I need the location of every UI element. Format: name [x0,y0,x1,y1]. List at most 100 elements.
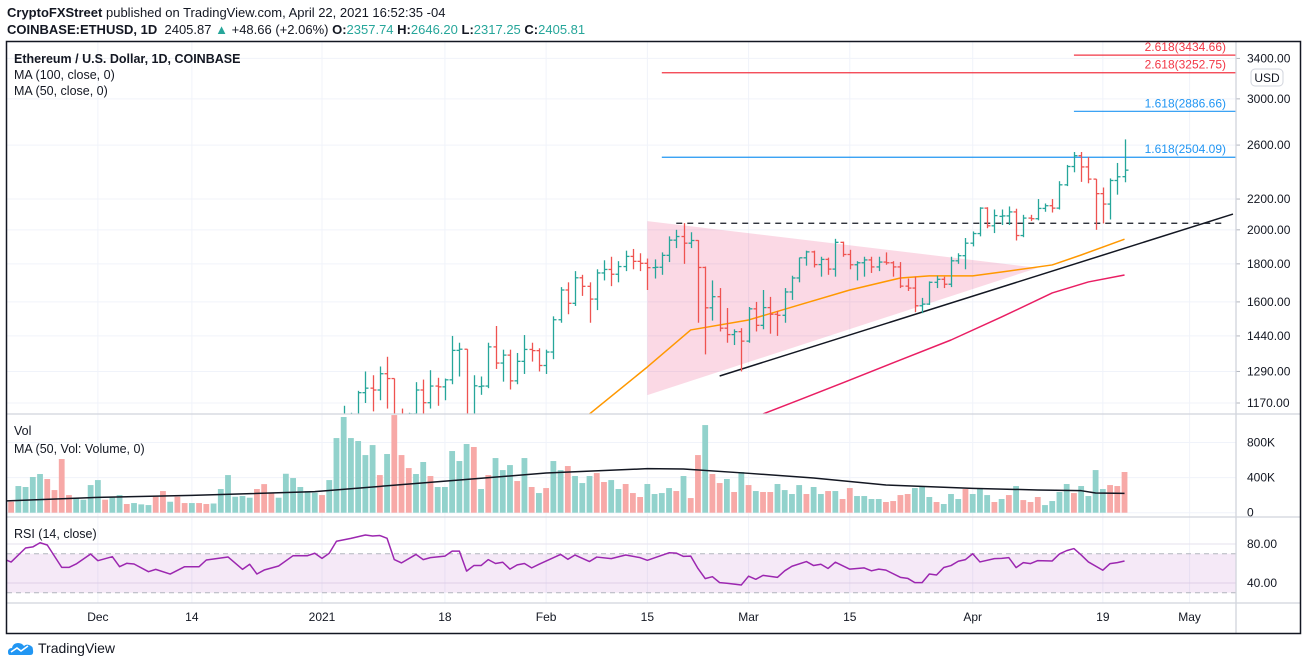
ma100-line [762,274,1125,414]
ohlc-bar [1107,178,1114,220]
ohlc-bar [442,378,449,401]
ohlc-bar [861,256,868,277]
volume-bar [87,485,94,513]
publisher-name[interactable]: CryptoFXStreet [7,5,103,20]
fib-level-label: 2.618(3434.66) [1145,40,1226,54]
volume-bar [261,484,268,513]
rsi-pane[interactable] [4,534,1236,594]
volume-bar [897,495,904,513]
volume-bar [601,481,607,513]
rsi-band [7,553,1236,593]
volume-bar [948,494,954,513]
ohlc-bar [507,349,514,390]
chart-border [5,40,1302,635]
volume-bar [1005,495,1012,513]
ohlc-bar [401,408,404,414]
volume-bar [384,454,390,513]
volume-bar [767,491,774,513]
support-trendline [719,213,1234,377]
volume-bar [275,497,282,513]
rsi-tick-label: 40.00 [1247,576,1277,590]
volume-bar [123,504,130,513]
ohlc-bar [941,276,948,289]
price-tick-label: 2000.00 [1247,223,1291,237]
ohlc-bar [738,328,745,372]
volume-bar [991,501,998,513]
ohlc-bar [854,261,861,281]
ohlc-bar [572,271,579,306]
chart-frame [5,40,1302,635]
legend-ma100[interactable]: MA (100, close, 0) [14,68,115,82]
ohlc-bar [803,250,810,266]
ohlc-bar [630,248,637,270]
volume-bar [868,499,875,513]
volume-bar [1020,500,1027,513]
ohlc-bar [485,342,492,389]
volume-bar [319,495,325,513]
ohlc-bar [500,349,507,382]
volume-bar [1099,489,1106,513]
volume-bar [239,496,246,513]
volume-pane[interactable] [1,415,1128,513]
volume-bar [405,468,412,513]
volume-bar [593,473,600,513]
ohlc-bar [818,256,825,277]
volume-bar [66,495,72,513]
price-tick-label: 2200.00 [1247,192,1291,206]
ohlc-bar [464,348,469,414]
ohlc-bar [753,301,760,332]
ohlc-bar [659,252,666,275]
ohlc-bar [970,231,977,247]
price-tick-label: 1440.00 [1247,329,1291,343]
ohlc-bar [1013,208,1020,241]
high-value: 2646.20 [410,22,458,37]
low-label: L: [461,22,474,37]
volume-bar [1121,471,1128,513]
price-tick-label: 3000.00 [1247,92,1291,106]
volume-bar [723,479,730,513]
volume-bar [514,481,521,513]
volume-bar [731,491,738,513]
volume-bar [832,491,839,513]
volume-bar [774,484,781,513]
volume-bar [188,503,195,513]
volume-bar [44,479,51,513]
ohlc-bar [391,377,396,414]
price-tick-label: 1800.00 [1247,257,1291,271]
volume-bar [232,496,239,513]
ohlc-bar [1093,178,1100,230]
time-tick-label: May [1178,610,1201,624]
volume-bar [362,455,369,513]
ohlc-bar [579,274,586,296]
ohlc-bar [478,376,485,395]
volume-bar [709,474,716,513]
legend-ma50[interactable]: MA (50, close, 0) [14,84,108,98]
ohlc-bar [717,288,724,332]
time-tick-label: Apr [963,610,982,624]
gridlines [7,42,1236,603]
legend-rsi[interactable]: RSI (14, close) [14,527,97,541]
ohlc-bar [825,257,832,275]
price-pane[interactable]: 2.618(3434.66) 2.618(3252.75) 1.618(2886.6… [342,40,1237,491]
ohlc-bar [473,375,478,414]
legend-main-title[interactable]: Ethereum / U.S. Dollar, 1D, COINBASE [14,52,241,66]
volume-tick-label: 400K [1247,471,1275,485]
ohlc-bar [615,261,622,283]
main-legend: Ethereum / U.S. Dollar, 1D, COINBASE MA … [14,52,240,98]
volume-bar [940,504,947,513]
ohlc-bar [955,253,962,264]
ohlc-bar [550,316,557,360]
volume-bar [846,488,853,513]
volume-bar [311,492,318,513]
legend-vol[interactable]: Vol [14,424,32,438]
published-text: published on TradingView.com, April 22, … [105,5,446,20]
volume-bar [160,491,166,513]
volume-bar [181,503,188,513]
ohlc-bar [847,249,854,270]
volume-bar [803,494,810,513]
volume-bar [839,499,846,513]
legend-vol-ma[interactable]: MA (50, Vol: Volume, 0) [14,442,145,456]
ohlc-bar [493,325,500,369]
tradingview-logo[interactable]: TradingView [8,640,115,656]
